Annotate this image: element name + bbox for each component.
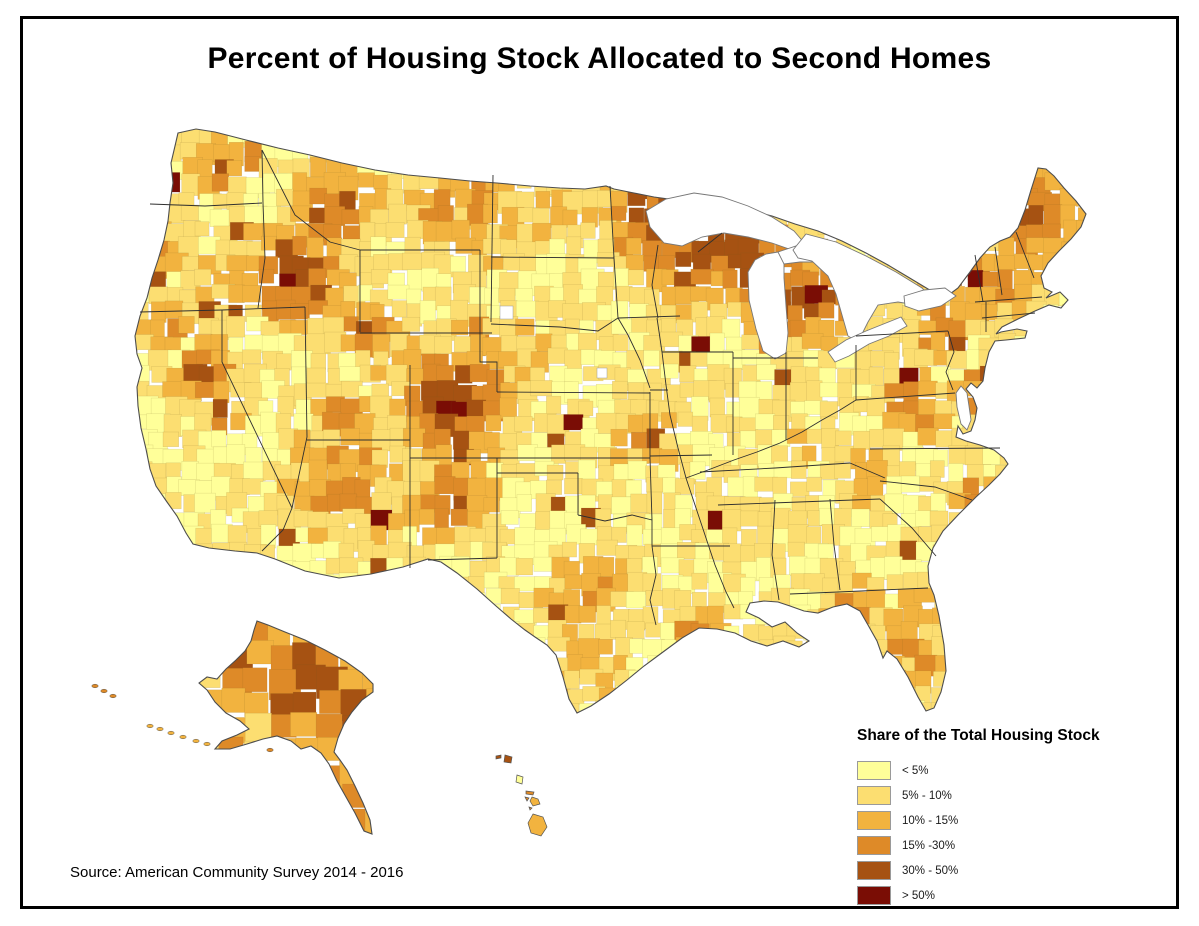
state-border — [649, 454, 713, 457]
map-legend: Share of the Total Housing Stock < 5% 5% … — [857, 727, 1100, 908]
legend-row: 10% - 15% — [857, 808, 1100, 833]
state-border — [699, 462, 851, 473]
lake — [903, 287, 957, 312]
state-border — [221, 310, 293, 509]
state-border — [771, 499, 780, 601]
state-border — [617, 317, 651, 389]
state-border — [855, 330, 949, 337]
state-border — [717, 498, 881, 506]
legend-swatch — [857, 836, 891, 855]
state-border — [855, 392, 956, 401]
state-border — [490, 174, 494, 323]
state-border — [261, 507, 293, 552]
legend-label: > 50% — [902, 889, 935, 902]
legend-label: 5% - 10% — [902, 789, 952, 802]
legend-swatch — [857, 861, 891, 880]
state-border — [697, 232, 723, 253]
island — [266, 747, 274, 753]
state-border — [994, 246, 1003, 296]
legend-row: > 50% — [857, 883, 1100, 908]
legend-label: 15% -30% — [902, 839, 956, 852]
legend-row: 5% - 10% — [857, 783, 1100, 808]
lake — [827, 316, 908, 363]
state-border — [849, 462, 886, 479]
state-border — [257, 149, 266, 309]
island — [192, 738, 200, 744]
legend-row: 15% -30% — [857, 833, 1100, 858]
legend-row: 30% - 50% — [857, 858, 1100, 883]
legend-swatch — [857, 811, 891, 830]
state-border — [479, 333, 498, 392]
hawaii-island-maui — [529, 796, 541, 807]
state-border — [837, 587, 929, 593]
legend-swatch — [857, 886, 891, 905]
state-border — [685, 399, 857, 479]
state-border — [261, 149, 361, 251]
hawaii-island-niihau — [495, 754, 502, 760]
state-border — [496, 391, 651, 394]
state-border — [829, 498, 841, 591]
state-border — [291, 436, 308, 509]
alaska-counties — [199, 621, 373, 834]
state-border — [1015, 231, 1035, 279]
hawaii-island-kahoolawe — [528, 806, 533, 811]
state-border — [304, 306, 308, 438]
island — [109, 693, 117, 699]
no-data-county — [499, 305, 514, 320]
lake — [792, 233, 935, 343]
legend-label: < 5% — [902, 764, 929, 777]
state-border — [651, 244, 659, 319]
state-border — [427, 557, 498, 561]
state-border — [613, 257, 619, 319]
legend-label: 10% - 15% — [902, 814, 959, 827]
page-title: Percent of Housing Stock Allocated to Se… — [207, 42, 992, 75]
no-data-county — [596, 367, 608, 379]
legend-row: < 5% — [857, 758, 1100, 783]
state-border — [149, 202, 263, 207]
state-border — [490, 317, 619, 332]
hawaii-island-molokai — [525, 790, 535, 796]
island — [146, 723, 154, 729]
state-border — [789, 591, 839, 595]
hawaii-island-oahu — [515, 774, 524, 785]
state-border — [974, 254, 984, 303]
state-border — [869, 447, 1001, 450]
hawaii-island-hawaii-big-island — [527, 813, 548, 837]
hawaii-island-lanai — [524, 796, 530, 802]
state-border — [139, 309, 223, 313]
state-border — [879, 480, 973, 501]
island — [91, 683, 99, 689]
island — [179, 734, 187, 740]
state-border — [617, 315, 681, 319]
state-border — [577, 514, 653, 522]
state-border — [981, 312, 1036, 319]
state-border — [221, 306, 306, 311]
state-border — [649, 457, 653, 521]
island — [100, 688, 108, 694]
legend-label: 30% - 50% — [902, 864, 959, 877]
lake — [747, 251, 789, 360]
state-border — [649, 545, 657, 626]
state-border — [879, 498, 937, 557]
state-border — [945, 330, 955, 391]
state-border — [974, 296, 1043, 303]
state-border — [609, 185, 615, 259]
legend-swatch — [857, 786, 891, 805]
island — [167, 730, 175, 736]
lake — [955, 385, 972, 431]
source-note: Source: American Community Survey 2014 -… — [70, 864, 404, 881]
island — [156, 726, 164, 732]
state-border — [490, 256, 615, 259]
legend-rows: < 5% 5% - 10% 10% - 15% 15% -30% 30% - 50% > … — [857, 758, 1100, 908]
hawaii-island-kauai — [503, 754, 513, 764]
legend-swatch — [857, 761, 891, 780]
legend-title: Share of the Total Housing Stock — [857, 727, 1100, 744]
island — [203, 741, 211, 747]
